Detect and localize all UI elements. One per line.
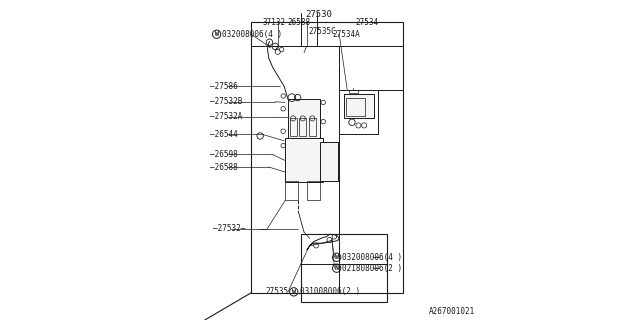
Text: 37132: 37132 <box>262 18 285 27</box>
Bar <box>320 142 338 181</box>
Text: 032008006(4 ): 032008006(4 ) <box>222 30 282 39</box>
Text: W: W <box>292 289 296 295</box>
Text: –26598: –26598 <box>210 150 237 159</box>
Bar <box>300 118 307 136</box>
Bar <box>301 234 387 302</box>
Bar <box>344 94 374 118</box>
Text: –26588: –26588 <box>210 163 237 172</box>
Text: W: W <box>214 31 219 37</box>
Text: –27532B: –27532B <box>210 97 242 106</box>
Bar <box>290 118 297 136</box>
Text: 021808006(2 ): 021808006(2 ) <box>342 264 403 273</box>
Bar <box>285 181 298 200</box>
Text: –27586: –27586 <box>210 82 237 91</box>
Text: A267001021: A267001021 <box>429 308 475 316</box>
Bar <box>346 98 365 116</box>
Text: W: W <box>335 254 339 260</box>
Bar <box>307 181 320 200</box>
Text: –26544: –26544 <box>210 130 237 139</box>
Text: 27530: 27530 <box>305 10 332 19</box>
Text: 27534: 27534 <box>355 18 379 27</box>
Text: 032008006(4 ): 032008006(4 ) <box>342 253 403 262</box>
Bar <box>349 90 358 93</box>
Text: N: N <box>335 265 339 271</box>
Text: 031008006(2 ): 031008006(2 ) <box>300 287 360 296</box>
Text: 27535: 27535 <box>265 287 289 296</box>
Text: –27532A: –27532A <box>210 112 242 121</box>
Text: 27535C: 27535C <box>309 27 337 36</box>
Text: –27532–: –27532– <box>212 224 245 233</box>
Text: 26588: 26588 <box>287 18 311 27</box>
Bar <box>309 118 316 136</box>
Bar <box>251 22 403 293</box>
Text: 27534A: 27534A <box>333 30 360 39</box>
Bar <box>285 138 323 182</box>
Bar <box>288 99 320 141</box>
